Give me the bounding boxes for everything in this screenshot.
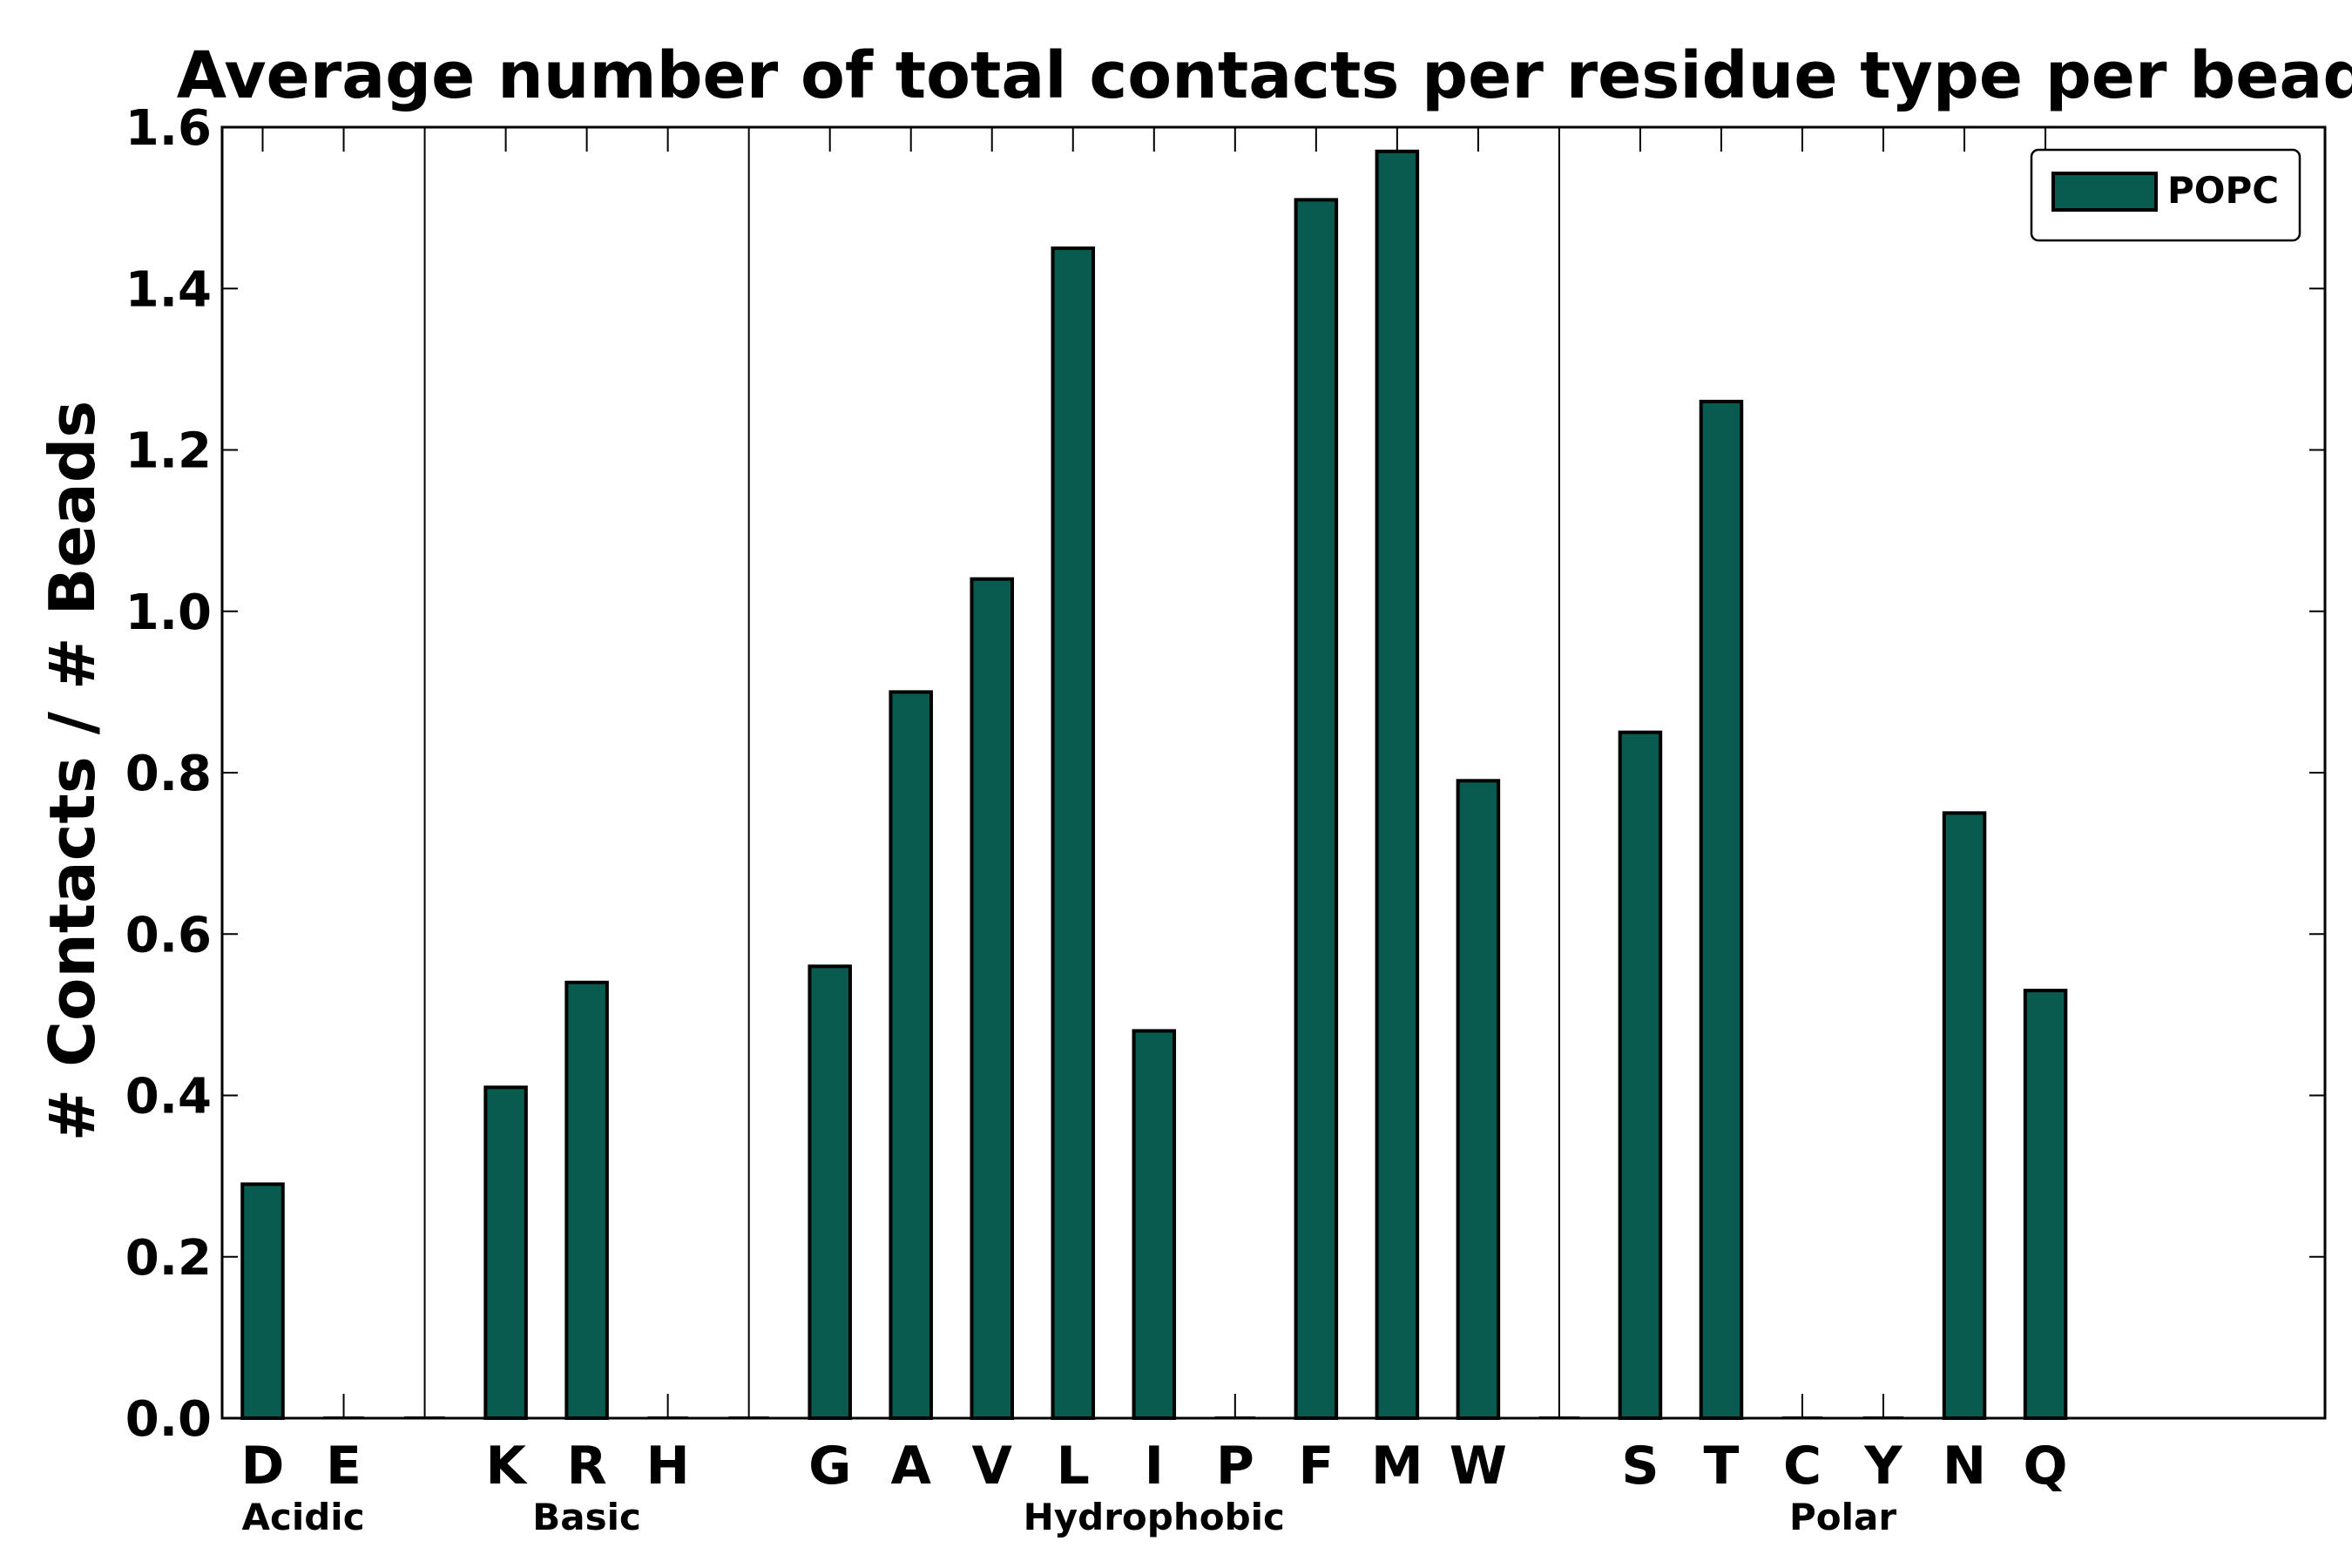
bar-G bbox=[808, 964, 852, 1421]
x-category-label-D: D bbox=[241, 1436, 285, 1497]
bar-S bbox=[1618, 730, 1663, 1420]
bar-N bbox=[1942, 811, 1987, 1420]
x-category-label-R: R bbox=[567, 1436, 607, 1497]
x-category-label-I: I bbox=[1145, 1436, 1164, 1497]
bar-D bbox=[240, 1182, 285, 1420]
x-category-label-Y: Y bbox=[1863, 1436, 1903, 1497]
x-category-label-P: P bbox=[1216, 1436, 1254, 1497]
bar-V bbox=[970, 577, 1014, 1420]
y-tick-label-0.0: 0.0 bbox=[125, 1391, 212, 1448]
x-category-label-Q: Q bbox=[2024, 1436, 2068, 1497]
group-dividers bbox=[404, 127, 1580, 1418]
y-tick-label-1.4: 1.4 bbox=[125, 261, 212, 318]
bar-L bbox=[1051, 246, 1096, 1420]
y-tick-label-0.4: 0.4 bbox=[125, 1069, 212, 1125]
x-category-label-N: N bbox=[1943, 1436, 1986, 1497]
x-category-label-E: E bbox=[326, 1436, 362, 1497]
plot-border bbox=[220, 125, 2327, 1420]
x-category-label-A: A bbox=[890, 1436, 931, 1497]
legend-label-popc: POPC bbox=[2167, 169, 2279, 212]
y-tick-label-0.2: 0.2 bbox=[125, 1230, 212, 1287]
x-category-label-F: F bbox=[1298, 1436, 1334, 1497]
group-label-polar: Polar bbox=[1789, 1496, 1896, 1538]
legend-swatch-popc bbox=[2051, 172, 2158, 212]
bar-F bbox=[1294, 198, 1339, 1420]
x-category-label-T: T bbox=[1703, 1436, 1739, 1497]
plot-area: 0.0 0.2 0.4 0.6 0.8 1.0 1.2 1.4 1.6 bbox=[125, 100, 2327, 1448]
bar-T bbox=[1699, 399, 1744, 1420]
y-axis-label: # Contacts / # Beads bbox=[36, 401, 109, 1141]
x-category-label-V: V bbox=[972, 1436, 1013, 1497]
group-label-acidic: Acidic bbox=[241, 1496, 364, 1538]
x-category-label-M: M bbox=[1371, 1436, 1423, 1497]
group-label-hydrophobic: Hydrophobic bbox=[1024, 1496, 1285, 1538]
group-label-basic: Basic bbox=[532, 1496, 641, 1538]
x-category-label-L: L bbox=[1057, 1436, 1090, 1497]
bar-Q bbox=[2023, 989, 2068, 1421]
y-tick-label-1.2: 1.2 bbox=[125, 423, 212, 480]
y-tick-label-0.6: 0.6 bbox=[125, 907, 212, 963]
y-tick-label-1.0: 1.0 bbox=[125, 585, 212, 641]
bar-K bbox=[483, 1085, 528, 1421]
x-category-label-C: C bbox=[1783, 1436, 1821, 1497]
x-category-label-H: H bbox=[646, 1436, 690, 1497]
bar-M bbox=[1375, 149, 1420, 1421]
bar-R bbox=[564, 980, 609, 1420]
bar-I bbox=[1132, 1029, 1177, 1421]
x-category-label-G: G bbox=[808, 1436, 851, 1497]
x-category-label-W: W bbox=[1450, 1436, 1507, 1497]
y-ticks: 0.0 0.2 0.4 0.6 0.8 1.0 1.2 1.4 1.6 bbox=[125, 100, 2325, 1448]
y-tick-label-1.6: 1.6 bbox=[125, 100, 212, 157]
bar-W bbox=[1456, 779, 1501, 1420]
y-tick-label-0.8: 0.8 bbox=[125, 746, 212, 802]
chart-title: Average number of total contacts per res… bbox=[177, 38, 2352, 113]
bar-A bbox=[889, 690, 933, 1420]
x-category-label-S: S bbox=[1621, 1436, 1659, 1497]
legend: POPC bbox=[2030, 148, 2301, 242]
bars bbox=[240, 149, 2068, 1421]
x-category-label-K: K bbox=[485, 1436, 528, 1497]
group-labels: Acidic Basic Hydrophobic Polar bbox=[241, 1496, 1896, 1538]
